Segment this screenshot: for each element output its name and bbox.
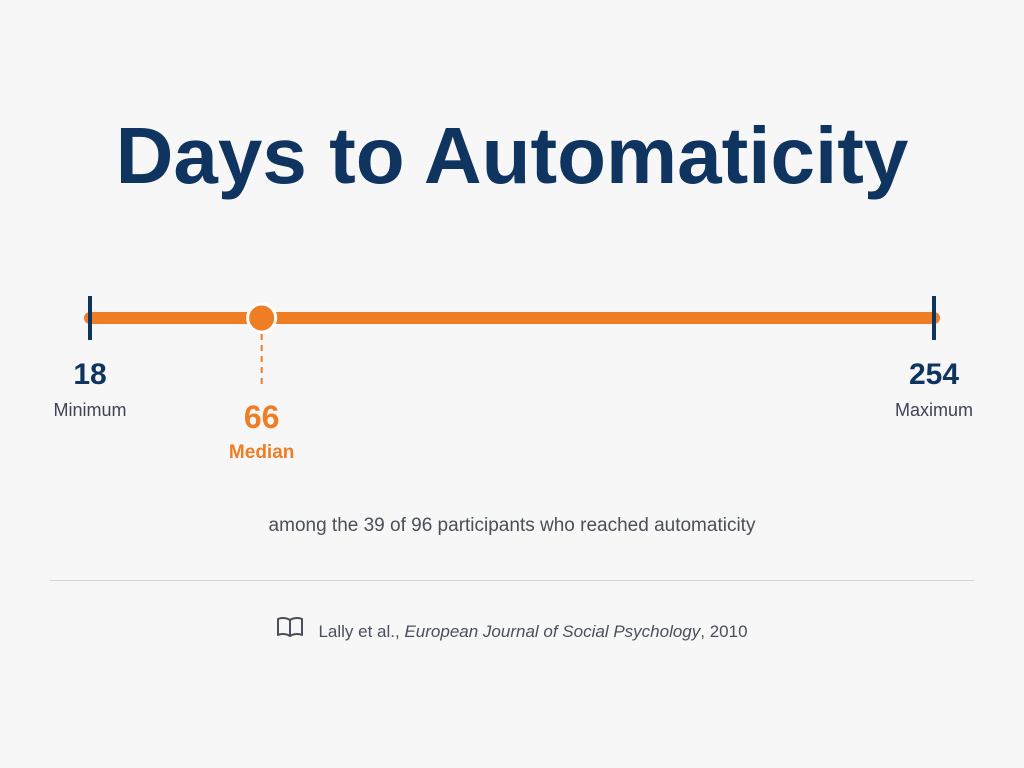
citation: Lally et al., European Journal of Social… (0, 616, 1024, 647)
maximum-label: Maximum (894, 400, 973, 420)
citation-authors: Lally et al., (318, 621, 400, 641)
minimum-label: Minimum (53, 400, 127, 420)
divider (50, 580, 974, 581)
median-marker (246, 302, 278, 334)
citation-year: , 2010 (700, 621, 748, 641)
book-open-icon (276, 616, 304, 645)
median-label: Median (228, 442, 295, 463)
minimum-value: 18 (73, 358, 107, 391)
chart-subtitle: among the 39 of 96 participants who reac… (268, 515, 756, 536)
chart-title: Days to Automaticity (115, 111, 909, 200)
maximum-value: 254 (908, 358, 960, 391)
median-value: 66 (243, 399, 280, 435)
citation-journal: European Journal of Social Psychology (404, 621, 701, 641)
